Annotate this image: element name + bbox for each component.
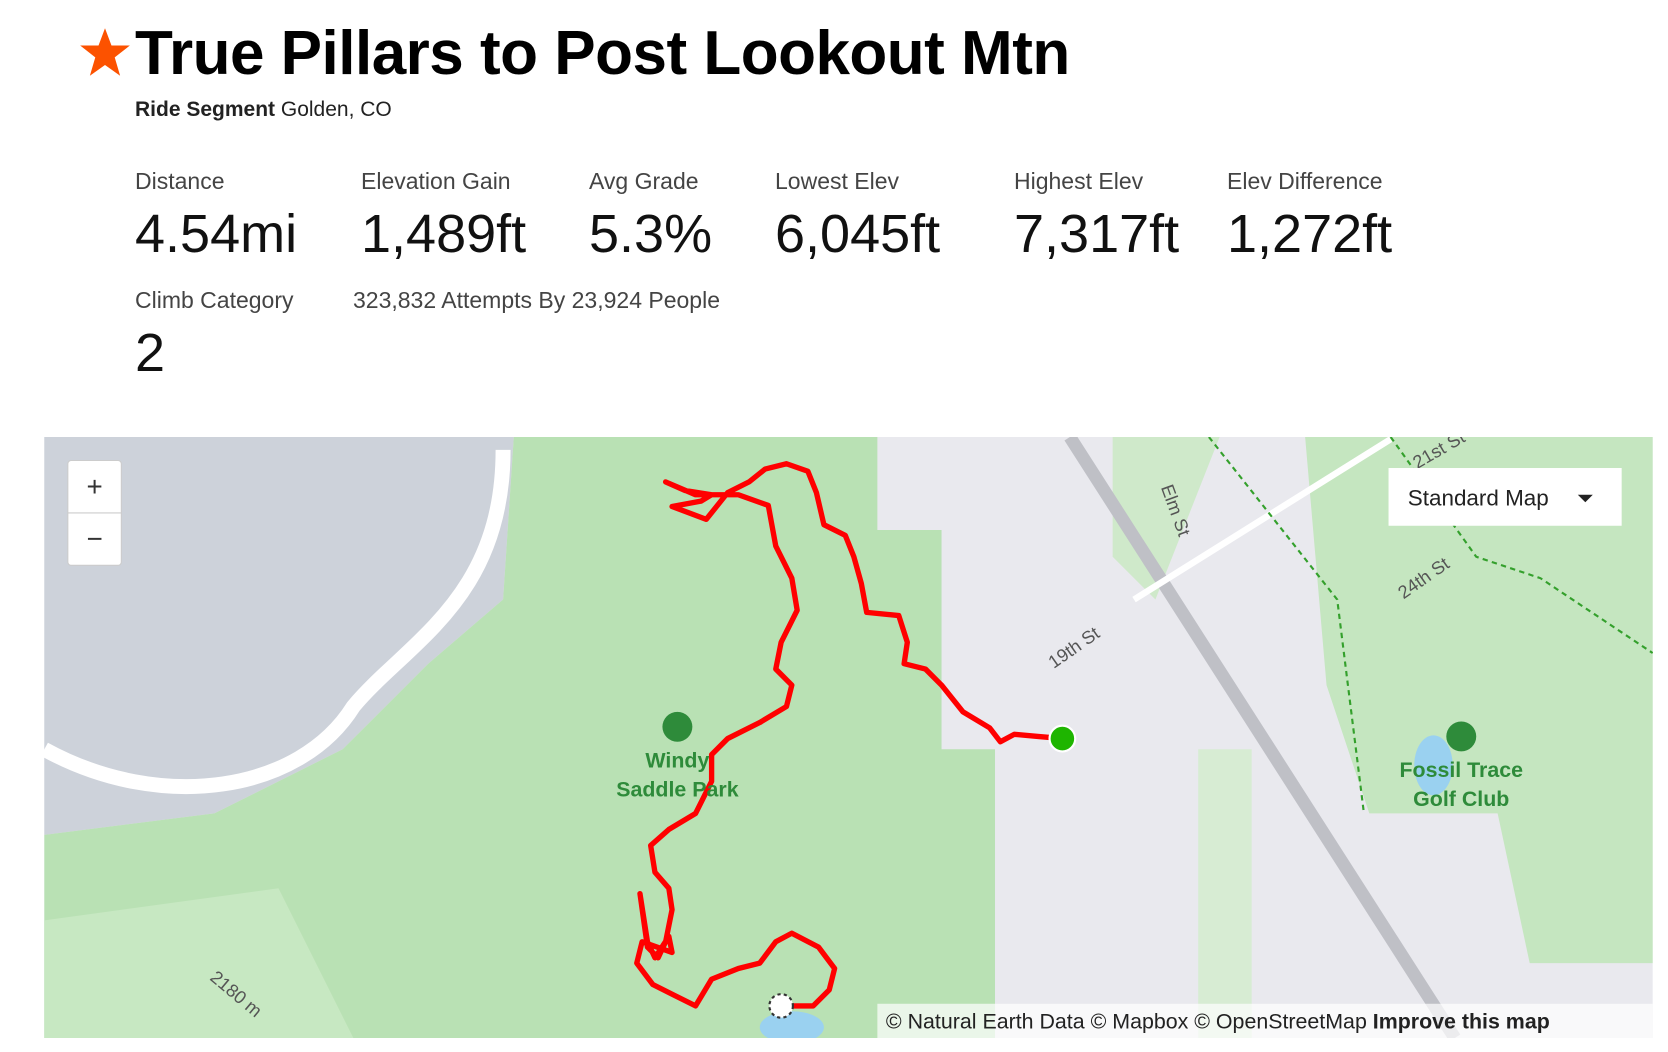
stat-value: 7,317ft [1014, 204, 1180, 264]
stat-value: 1,272ft [1227, 204, 1393, 264]
stat-value: 1,489ft [361, 204, 527, 264]
zoom-out[interactable]: − [86, 523, 102, 554]
attempts: 323,832 Attempts By 23,924 People [353, 287, 720, 313]
map-label: Windy [645, 748, 709, 772]
location: Golden, CO [280, 98, 392, 121]
stat-value: 4.54mi [135, 204, 298, 264]
stat-label: Lowest Elev [775, 168, 900, 194]
stat-label: Distance [135, 168, 225, 194]
stat-value: 2 [135, 323, 166, 383]
stat-label: Elev Difference [1227, 168, 1383, 194]
attribution: © Natural Earth Data © Mapbox © OpenStre… [886, 1009, 1550, 1033]
stat-label: Climb Category [135, 287, 294, 313]
map-label: Fossil Trace [1399, 758, 1523, 782]
attribution-text: © Natural Earth Data © Mapbox © OpenStre… [886, 1009, 1367, 1033]
stat-label: Avg Grade [589, 168, 699, 194]
star-icon[interactable] [78, 26, 132, 78]
map-label: Saddle Park [616, 777, 738, 801]
map-style-menu[interactable]: Standard Map [1408, 485, 1549, 510]
stat-label: Highest Elev [1014, 168, 1144, 194]
zoom-in[interactable]: + [86, 471, 102, 502]
title: True Pillars to Post Lookout Mtn [135, 19, 1070, 88]
stat-value: 5.3% [589, 204, 713, 264]
improve-link[interactable]: Improve this map [1373, 1009, 1550, 1033]
stat-label: Elevation Gain [361, 168, 511, 194]
map[interactable]: Windy Saddle Park Fossil Trace Golf Club… [44, 437, 1653, 1038]
map-label: Golf Club [1413, 787, 1509, 811]
stat-value: 6,045ft [775, 204, 941, 264]
subtitle: Ride Segment Golden, CO [135, 98, 392, 122]
segment-type: Ride Segment [135, 98, 276, 121]
